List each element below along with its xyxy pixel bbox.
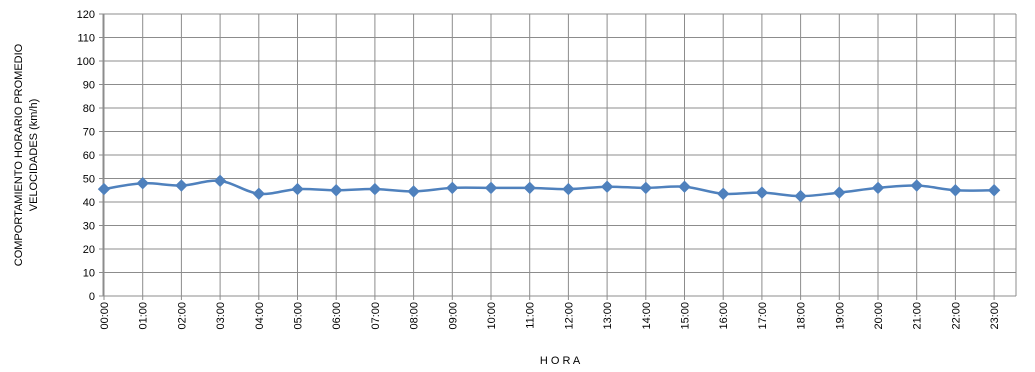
y-tick-label: 100 bbox=[77, 56, 95, 68]
x-tick-label: 00:00 bbox=[99, 302, 111, 330]
y-tick-label: 120 bbox=[77, 9, 95, 21]
data-point-marker bbox=[97, 182, 111, 196]
x-tick-label: 04:00 bbox=[254, 302, 266, 330]
x-tick-label: 19:00 bbox=[834, 302, 846, 330]
x-tick-label: 12:00 bbox=[563, 302, 575, 330]
y-axis-ticks: 0 10 20 30 40 50 60 70 80 90 100 110 120 bbox=[77, 9, 95, 303]
y-tick-label: 40 bbox=[83, 197, 95, 209]
y-tick-label: 60 bbox=[83, 150, 95, 162]
data-point-marker bbox=[755, 186, 769, 199]
data-point-marker bbox=[949, 184, 962, 197]
data-point-marker bbox=[678, 180, 691, 193]
data-point-marker bbox=[136, 176, 149, 190]
x-tick-label: 16:00 bbox=[718, 302, 730, 330]
y-tick-label: 10 bbox=[83, 268, 95, 280]
data-point-marker bbox=[446, 181, 459, 195]
data-point-marker bbox=[523, 181, 536, 195]
x-tick-label: 01:00 bbox=[138, 302, 150, 330]
y-tick-label: 50 bbox=[83, 174, 95, 186]
x-tick-label: 11:00 bbox=[525, 302, 537, 329]
data-point-marker bbox=[716, 187, 730, 200]
x-tick-label: 21:00 bbox=[912, 302, 924, 330]
x-tick-label: 15:00 bbox=[680, 302, 692, 330]
x-tick-label: 06:00 bbox=[331, 302, 343, 330]
x-tick-label: 10:00 bbox=[486, 302, 498, 330]
y-tick-label: 0 bbox=[89, 291, 95, 303]
y-axis-title-line1: COMPORTAMIENTO HORARIO PROMEDIO bbox=[13, 43, 25, 266]
data-point-marker bbox=[329, 184, 343, 197]
x-tick-label: 13:00 bbox=[602, 302, 614, 330]
y-axis-title: COMPORTAMIENTO HORARIO PROMEDIO VELOCIDA… bbox=[13, 43, 40, 266]
data-point-marker bbox=[600, 180, 614, 193]
data-point-marker bbox=[252, 187, 266, 200]
series bbox=[97, 174, 1001, 203]
data-point-marker bbox=[987, 184, 1001, 197]
x-tick-label: 20:00 bbox=[873, 302, 885, 330]
data-point-marker bbox=[213, 174, 227, 188]
x-tick-label: 05:00 bbox=[293, 302, 305, 330]
x-tick-label: 23:00 bbox=[989, 302, 1001, 330]
data-point-marker bbox=[833, 186, 846, 199]
data-point-marker bbox=[484, 181, 498, 195]
x-tick-label: 07:00 bbox=[370, 302, 382, 330]
x-tick-label: 08:00 bbox=[409, 302, 421, 330]
data-point-marker bbox=[368, 182, 382, 196]
y-tick-label: 70 bbox=[83, 127, 95, 139]
y-tick-label: 30 bbox=[83, 221, 95, 233]
x-tick-label: 09:00 bbox=[447, 302, 459, 330]
x-tick-label: 22:00 bbox=[950, 302, 962, 330]
series-line bbox=[103, 179, 995, 198]
data-point-marker bbox=[175, 179, 188, 192]
data-point-marker bbox=[639, 181, 653, 195]
data-point-marker bbox=[910, 179, 923, 192]
x-axis-ticks: 00:00 01:00 02:00 03:00 04:00 05:00 06:00 07:00… bbox=[99, 302, 1001, 330]
y-axis-title-line2: VELOCIDADES (km/h) bbox=[28, 99, 40, 211]
grid bbox=[103, 13, 1017, 297]
y-tick-label: 110 bbox=[77, 33, 95, 45]
x-tick-label: 03:00 bbox=[215, 302, 227, 330]
x-tick-label: 18:00 bbox=[796, 302, 808, 330]
y-tick-label: 80 bbox=[83, 103, 95, 115]
data-point-marker bbox=[562, 182, 575, 196]
x-tick-label: 17:00 bbox=[757, 302, 769, 330]
x-tick-label: 14:00 bbox=[641, 302, 653, 330]
data-point-marker bbox=[794, 189, 807, 203]
data-point-marker bbox=[291, 182, 304, 196]
y-tick-label: 90 bbox=[83, 80, 95, 92]
x-tick-label: 02:00 bbox=[176, 302, 188, 330]
y-tick-label: 20 bbox=[83, 244, 95, 256]
data-point-marker bbox=[407, 185, 420, 198]
data-point-marker bbox=[871, 181, 885, 195]
axes bbox=[99, 13, 1016, 300]
x-axis-title: H O R A bbox=[540, 355, 581, 367]
